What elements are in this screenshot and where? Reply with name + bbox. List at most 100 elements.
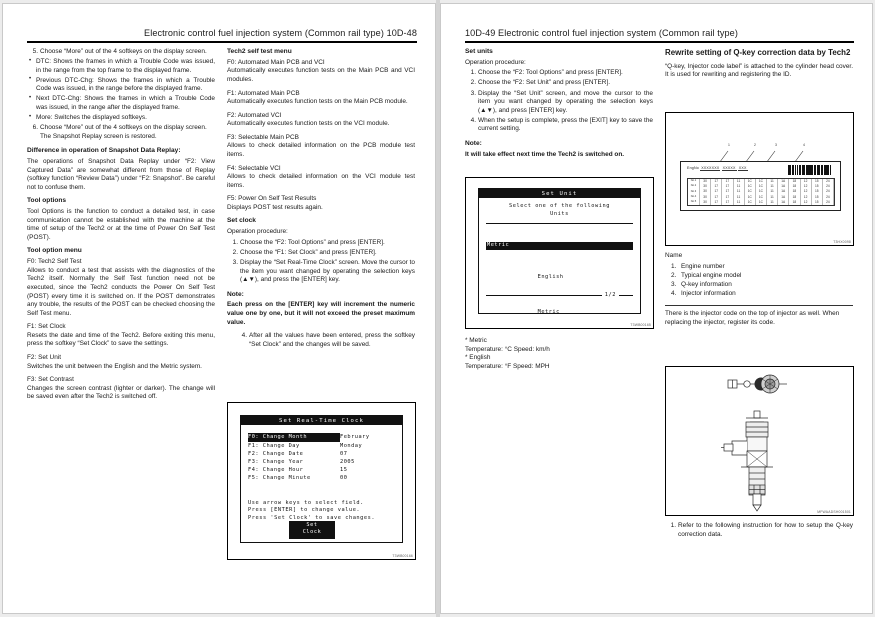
table-cell: 12 bbox=[801, 179, 812, 185]
step-text: Choose the “F2: Tool Options” and press … bbox=[240, 238, 385, 246]
table-cell: 30 bbox=[700, 179, 712, 185]
selftest-item-body: Allows to check detailed information on … bbox=[227, 142, 415, 158]
unit-option-label[interactable]: Metric bbox=[537, 308, 560, 314]
heading-difference-snapshot: Difference in operation of Snapshot Data… bbox=[27, 147, 181, 155]
subheading-f3-set-contrast: F3: Set Contrast bbox=[27, 376, 74, 384]
figure-injector: MFWAADSH001501 bbox=[665, 366, 854, 516]
step-list-6: 6. Choose “More” out of the 4 softkeys o… bbox=[27, 124, 215, 141]
table-cell: 1C bbox=[745, 199, 756, 205]
table-cell: 15 bbox=[812, 189, 823, 195]
rtc-row[interactable]: F2: Change Date 07 bbox=[248, 450, 395, 458]
table-row-label: No.5 bbox=[688, 199, 700, 205]
unit-option-label-selected[interactable]: Metric bbox=[486, 242, 633, 250]
table-cell: 11 bbox=[734, 179, 745, 185]
rtc-field-label[interactable]: F0: Change Month bbox=[248, 433, 340, 442]
step-list-5: 5. Choose “More” out of the 4 softkeys o… bbox=[27, 48, 215, 57]
rtc-field-value: 00 bbox=[340, 475, 348, 482]
table-cell: 1A bbox=[778, 179, 790, 185]
figure-set-unit: Set Unit Select one of the following Uni… bbox=[465, 177, 654, 329]
step-number: 4. bbox=[241, 332, 247, 340]
header-rule bbox=[465, 41, 854, 44]
rtc-row[interactable]: F3: Change Year 2005 bbox=[248, 458, 395, 466]
rtc-field-label[interactable]: F5: Change Minute bbox=[248, 475, 311, 482]
item-text: Q-key information bbox=[681, 280, 732, 288]
set-clock-step-4: 4. After all the values have been entere… bbox=[227, 332, 415, 349]
step-text: Choose the “F1: Set Clock” and press [EN… bbox=[240, 248, 377, 256]
table-cell: 17 bbox=[722, 189, 734, 195]
table-cell: 15 bbox=[812, 179, 823, 185]
unit-option-row[interactable]: Metric bbox=[486, 301, 633, 314]
page-header-right: 10D-49 Electronic control fuel injection… bbox=[465, 28, 738, 38]
paragraph-f0-self-test: Allows to conduct a test that assists wi… bbox=[27, 266, 215, 317]
list-item: 5. Choose “More” out of the 4 softkeys o… bbox=[27, 48, 215, 57]
table-cell: 1C bbox=[745, 189, 756, 195]
item-text: Typical engine model bbox=[681, 271, 742, 279]
table-cell: 30 bbox=[700, 184, 712, 190]
rtc-row[interactable]: F4: Change Hour 15 bbox=[248, 466, 395, 474]
closing-step-block: 1. Refer to the following instruction fo… bbox=[665, 522, 853, 541]
pager-rule-right bbox=[619, 295, 633, 297]
step-number: 4. bbox=[470, 116, 476, 124]
selftest-item-body: Automatically executes function tests on… bbox=[227, 120, 390, 128]
lcd-subtitle-line-2: Units bbox=[550, 211, 569, 218]
table-cell: 1C bbox=[756, 184, 767, 190]
step-text: When the setup is complete, press the [E… bbox=[478, 116, 653, 133]
note-body: It will take effect next time the Tech2 … bbox=[465, 150, 625, 158]
table-cell: 1C bbox=[756, 189, 767, 195]
table-cell: 17 bbox=[722, 179, 734, 185]
list-item: 4. When the setup is complete, press the… bbox=[465, 117, 653, 134]
paragraph-f2-set-unit: Switches the unit between the English an… bbox=[27, 362, 202, 370]
selftest-item-body: Displays POST test results again. bbox=[227, 203, 323, 211]
unit-option-row[interactable]: Metric bbox=[486, 226, 633, 266]
rtc-field-label[interactable]: F2: Change Date bbox=[248, 450, 304, 457]
list-item: 1. Choose the “F2: Tool Options” and pre… bbox=[227, 239, 415, 248]
softkey-set-clock[interactable]: Set Clock bbox=[289, 520, 335, 539]
rtc-row[interactable]: F1: Change Day Monday bbox=[248, 442, 395, 450]
rtc-field-label[interactable]: F4: Change Hour bbox=[248, 467, 304, 474]
table-cell: 1C bbox=[756, 199, 767, 205]
step-number: 1. bbox=[470, 69, 476, 77]
rtc-field-label[interactable]: F3: Change Year bbox=[248, 458, 304, 465]
unit-note-line: * Metric bbox=[465, 337, 487, 344]
note-body: Each press on the [ENTER] key will incre… bbox=[227, 301, 415, 326]
table-cell: 1C bbox=[745, 179, 756, 185]
list-item: 1. Choose the “F2: Tool Options” and pre… bbox=[465, 69, 653, 78]
table-cell: 15 bbox=[812, 184, 823, 190]
callout-number: 1 bbox=[728, 143, 730, 147]
unit-option-label[interactable]: English bbox=[537, 273, 564, 280]
figure-qkey-label: 1 2 3 4 EngNo XXXXXXX XXXXX XXX bbox=[665, 112, 854, 246]
step-text: Display the “Set Unit” screen, and move … bbox=[478, 89, 653, 114]
paragraph-f1-set-clock: Resets the date and time of the Tech2. B… bbox=[27, 331, 215, 348]
pager-rule-left bbox=[486, 295, 602, 297]
step-number: 5. bbox=[32, 48, 38, 55]
lcd-set-real-time-clock: Set Real-Time Clock F0: Change Month Feb… bbox=[240, 415, 403, 543]
step-number: 2. bbox=[470, 79, 476, 87]
rtc-row[interactable]: F5: Change Minute 00 bbox=[248, 474, 395, 482]
injector-code-table: No.1 30 17 17 11 1C 1C 11 1A 18 12 15 24… bbox=[687, 178, 835, 206]
bullet-text: More: Switches the displayed softkeys. bbox=[36, 114, 147, 122]
table-cell: 17 bbox=[722, 194, 734, 200]
engno-field-2: XXXXX bbox=[721, 166, 737, 171]
rtc-row[interactable]: F0: Change Month February bbox=[248, 433, 395, 442]
table-cell: 18 bbox=[789, 184, 801, 190]
table-cell: 1C bbox=[756, 194, 767, 200]
list-item: DTC: Shows the frames in which a Trouble… bbox=[27, 58, 215, 75]
table-cell: 17 bbox=[711, 199, 723, 205]
rtc-field-value: February bbox=[340, 434, 370, 441]
heading-set-units: Set units bbox=[465, 48, 493, 55]
unit-notes-block: * Metric Temperature: °C Speed: km/h * E… bbox=[465, 337, 653, 371]
bullet-text: Next DTC-Chg: Shows the frames in which … bbox=[36, 95, 215, 111]
engno-field-3: XXX bbox=[737, 166, 748, 171]
engno-field-1: XXXXXXX bbox=[700, 166, 721, 171]
table-cell: 1C bbox=[745, 194, 756, 200]
name-item-list: 1. Engine number 2. Typical engine model… bbox=[665, 263, 853, 299]
list-item: 4. After all the values have been entere… bbox=[227, 332, 415, 349]
table-cell: 24 bbox=[823, 194, 834, 200]
list-item: 3. Display the “Set Unit” screen, and mo… bbox=[465, 90, 653, 116]
paragraph-tool-options: Tool Options is the function to conduct … bbox=[27, 208, 215, 241]
unit-option-row[interactable]: English bbox=[486, 266, 633, 290]
table-cell: 17 bbox=[711, 194, 723, 200]
rtc-field-label[interactable]: F1: Change Day bbox=[248, 442, 300, 449]
heading-tool-options: Tool options bbox=[27, 197, 67, 205]
figure-code: MFWAADSH001501 bbox=[817, 510, 851, 514]
